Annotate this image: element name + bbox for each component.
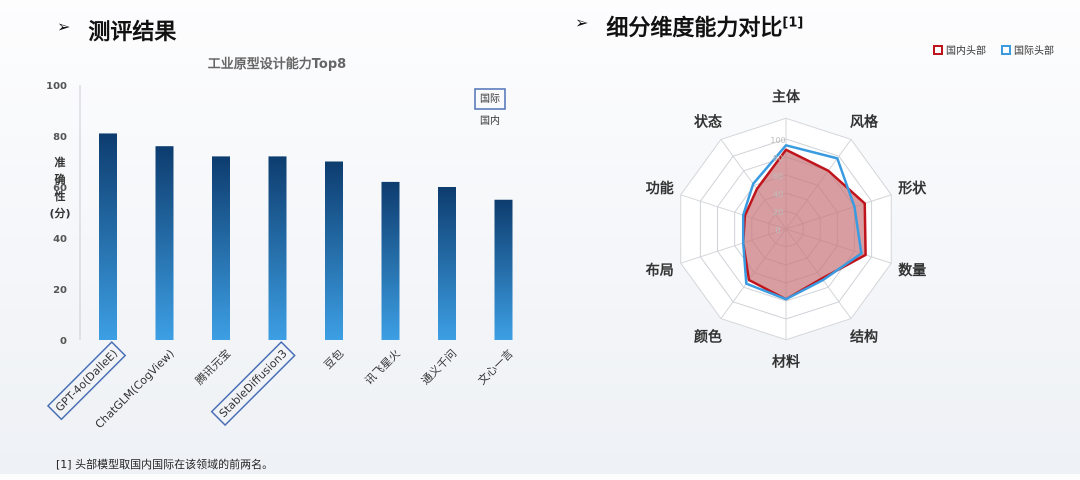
radar-tick-label: 20 [773, 208, 783, 217]
x-tick-label: 腾讯元宝 [192, 346, 233, 387]
radar-axis-label: 风格 [850, 114, 879, 131]
legend-label: 国内头部 [946, 44, 986, 57]
x-tick-label-group: 豆包 [321, 347, 346, 372]
radar-grid-ring [699, 138, 873, 320]
radar-axis-label: 主体 [772, 88, 801, 105]
radar-axis-label: 颜色 [694, 328, 722, 345]
radar-axis-label: 布局 [646, 262, 674, 279]
bar [212, 156, 230, 340]
y-tick-label: 20 [53, 285, 67, 296]
radar-axis-label: 状态 [694, 114, 722, 131]
section-title-dimension-comparison: ➢ 细分维度能力对比[1] [575, 10, 803, 42]
y-axis-label: 确 [55, 172, 66, 186]
radar-axis-label: 形状 [898, 180, 927, 197]
section-title-text: 测评结果 [88, 20, 177, 45]
bar-chart-title: 工业原型设计能力Top8 [208, 56, 346, 72]
bar [99, 133, 117, 340]
radar-axis-label: 结构 [850, 328, 878, 345]
y-tick-label: 80 [53, 132, 67, 143]
y-axis-label: 性 [55, 189, 66, 203]
y-tick-label: 0 [60, 336, 67, 347]
radar-axis-label: 材料 [772, 354, 800, 371]
footnote: [1] 头部模型取国内国际在该领域的前两名。 [56, 458, 274, 471]
legend-box [474, 88, 506, 110]
radar-tick-label: 60 [773, 172, 783, 181]
radar-tick-label: 100 [770, 136, 785, 145]
bar [494, 199, 513, 340]
x-tick-label: 豆包 [321, 347, 346, 372]
footnote-reference: [1] [782, 15, 804, 31]
bar [438, 187, 456, 340]
y-axis-label: (分) [49, 206, 70, 220]
y-axis-label: 准 [55, 155, 66, 169]
x-tick-label-group: 腾讯元宝 [192, 346, 233, 387]
legend-swatch [933, 45, 943, 55]
x-tick-label: 讯飞星火 [362, 347, 402, 387]
bar [325, 161, 343, 340]
legend-label: 国内 [480, 114, 500, 127]
y-tick-label: 100 [46, 81, 67, 92]
radar-tick-label: 80 [773, 154, 783, 163]
radar-tick-label: 40 [773, 190, 783, 199]
x-tick-label-group: 文心一言 [475, 346, 516, 387]
radar-tick-label: 0 [775, 226, 780, 235]
bar [155, 146, 174, 340]
y-tick-label: 60 [53, 183, 67, 194]
highlight-box [210, 341, 296, 427]
arrow-bullet-icon: ➢ [57, 17, 71, 36]
legend-label: 国际头部 [1014, 44, 1054, 57]
bar [268, 156, 287, 340]
y-tick-label: 40 [53, 234, 67, 245]
arrow-bullet-icon: ➢ [575, 13, 589, 32]
radar-series-polygon [741, 144, 863, 301]
x-tick-label-group: 讯飞星火 [362, 347, 402, 387]
bar [381, 181, 400, 340]
x-tick-label: 通义千问 [419, 347, 459, 387]
section-title-results: ➢ 测评结果 [57, 14, 176, 46]
section-title-text: 细分维度能力对比 [606, 16, 783, 41]
radar-axis-label: 功能 [646, 180, 674, 197]
legend-label: 国际 [480, 93, 500, 105]
highlight-box [46, 341, 127, 421]
legend-swatch [1001, 45, 1011, 55]
x-tick-label: 文心一言 [475, 346, 516, 387]
x-tick-label-group: 通义千问 [419, 347, 459, 387]
radar-axis-label: 数量 [898, 262, 926, 279]
